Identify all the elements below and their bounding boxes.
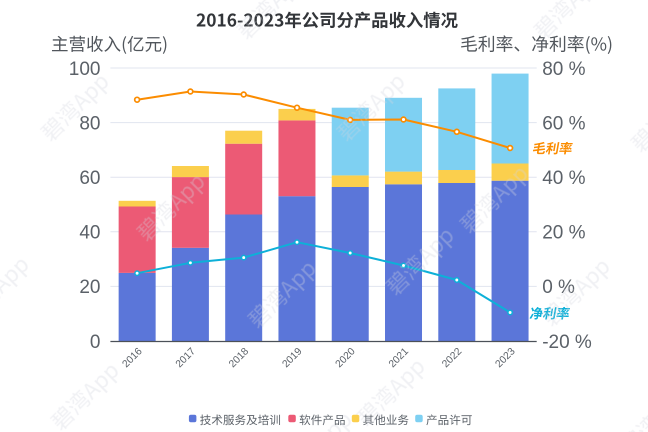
svg-text:20 %: 20 % bbox=[542, 223, 585, 244]
svg-text:-20 %: -20 % bbox=[542, 332, 592, 353]
svg-text:40 %: 40 % bbox=[542, 168, 585, 189]
svg-text:100: 100 bbox=[69, 59, 101, 80]
svg-text:0 %: 0 % bbox=[542, 277, 575, 298]
svg-text:60: 60 bbox=[79, 168, 100, 189]
svg-text:80: 80 bbox=[79, 113, 100, 134]
svg-text:80 %: 80 % bbox=[542, 59, 585, 80]
svg-text:40: 40 bbox=[79, 223, 100, 244]
svg-text:0: 0 bbox=[90, 332, 101, 353]
svg-text:60 %: 60 % bbox=[542, 113, 585, 134]
svg-text:20: 20 bbox=[79, 277, 100, 298]
